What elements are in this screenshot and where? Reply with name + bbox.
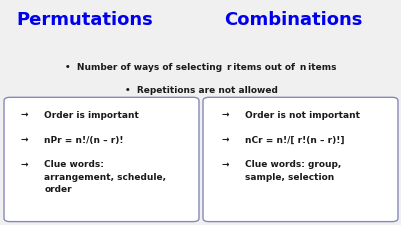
Text: Order is not important: Order is not important — [245, 110, 359, 119]
FancyBboxPatch shape — [203, 98, 397, 222]
Text: Clue words:
arrangement, schedule,
order: Clue words: arrangement, schedule, order — [44, 160, 166, 194]
Text: •  Number of ways of selecting  r items out of  n items: • Number of ways of selecting r items ou… — [65, 63, 336, 72]
Text: Clue words: group,
sample, selection: Clue words: group, sample, selection — [245, 160, 340, 181]
Text: →: → — [20, 110, 28, 119]
Text: nPr = n!/(n – r)!: nPr = n!/(n – r)! — [44, 135, 124, 144]
Text: →: → — [221, 110, 228, 119]
Text: →: → — [20, 160, 28, 169]
Text: →: → — [20, 135, 28, 144]
Text: →: → — [221, 135, 228, 144]
Text: Combinations: Combinations — [224, 11, 362, 29]
Text: nCr = n!/[ r!(n – r)!]: nCr = n!/[ r!(n – r)!] — [245, 135, 344, 144]
Text: Permutations: Permutations — [16, 11, 152, 29]
FancyBboxPatch shape — [4, 98, 198, 222]
Text: →: → — [221, 160, 228, 169]
Text: •  Repetitions are not allowed: • Repetitions are not allowed — [124, 86, 277, 94]
Text: Order is important: Order is important — [44, 110, 139, 119]
